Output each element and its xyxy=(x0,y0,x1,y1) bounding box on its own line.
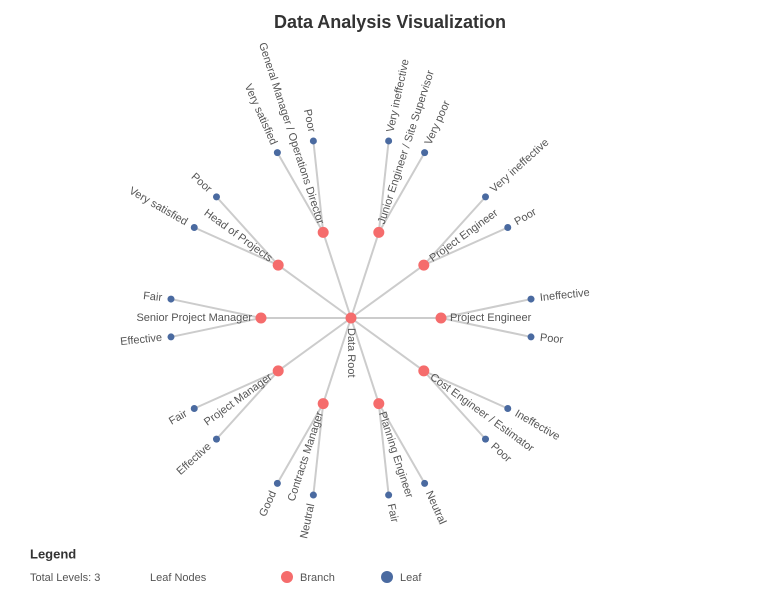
legend-leaf-swatch xyxy=(381,571,393,583)
leaf-label: Poor xyxy=(512,206,538,228)
legend-leaf-nodes: Leaf Nodes xyxy=(150,572,207,584)
leaf-node xyxy=(273,479,281,487)
legend-leaf: Leaf xyxy=(400,572,422,584)
leaf-node xyxy=(190,405,198,412)
leaf-node xyxy=(167,295,175,303)
leaf-label: Very satisfied xyxy=(127,185,190,228)
links xyxy=(170,140,532,496)
link xyxy=(350,264,425,319)
link xyxy=(423,226,509,267)
branch-node xyxy=(317,226,329,238)
leaf-node xyxy=(385,137,393,145)
branch-label: Junior Engineer / Site Supervisor xyxy=(376,69,437,226)
link xyxy=(423,370,487,440)
legend-title: Legend xyxy=(30,546,76,561)
link xyxy=(350,232,380,319)
leaf-node xyxy=(527,333,535,341)
leaf-label: Fair xyxy=(143,290,163,304)
branch-node xyxy=(317,398,329,410)
leaf-label: Fair xyxy=(385,503,401,524)
branch-label: Senior Project Manager xyxy=(136,312,252,324)
link xyxy=(312,140,325,233)
link xyxy=(423,196,487,266)
leaf-node xyxy=(309,137,317,145)
link xyxy=(440,298,532,319)
leaf-node xyxy=(212,435,220,443)
link xyxy=(350,317,380,404)
leaf-node xyxy=(190,224,198,231)
leaf-label: Very ineffective xyxy=(488,137,551,196)
link xyxy=(170,298,262,319)
branch-node xyxy=(435,312,447,324)
leaf-label: Neutral xyxy=(423,489,448,526)
link xyxy=(377,140,390,233)
leaf-node xyxy=(527,295,535,303)
link xyxy=(423,369,509,410)
branch-node xyxy=(373,398,385,410)
leaf-label: Effective xyxy=(175,441,214,478)
leaf-node xyxy=(167,333,175,341)
root-node xyxy=(345,312,357,324)
link xyxy=(276,152,325,233)
leaf-label: Poor xyxy=(301,108,318,134)
leaf-label: Good xyxy=(257,489,279,518)
link xyxy=(215,370,279,440)
root-label: Data Root xyxy=(345,328,357,378)
leaf-node xyxy=(273,149,281,157)
leaf-node xyxy=(212,193,220,201)
branch-node xyxy=(272,365,284,377)
link xyxy=(440,317,532,338)
link xyxy=(350,317,425,372)
link xyxy=(215,196,279,266)
branch-node xyxy=(272,259,284,271)
leaf-label: Fair xyxy=(167,408,190,428)
link xyxy=(377,403,390,496)
leaf-label: Ineffective xyxy=(539,287,590,304)
leaf-node xyxy=(504,224,512,231)
leaf-label: Poor xyxy=(189,171,215,196)
link xyxy=(277,264,352,319)
legend-branch-swatch xyxy=(281,571,293,583)
leaf-label: Effective xyxy=(120,332,163,348)
leaf-node xyxy=(421,479,429,487)
link xyxy=(377,152,426,233)
leaf-node xyxy=(309,491,317,499)
link xyxy=(312,403,325,496)
leaf-node xyxy=(421,149,429,157)
legend-branch: Branch xyxy=(300,572,335,584)
link xyxy=(277,317,352,372)
branch-node xyxy=(418,365,430,377)
link xyxy=(193,226,279,267)
leaf-label: Neutral xyxy=(298,503,317,540)
leaf-node xyxy=(482,435,490,443)
leaf-node xyxy=(385,491,393,499)
branch-label: Project Engineer xyxy=(450,312,532,324)
leaf-label: Very poor xyxy=(423,99,453,147)
leaf-label: Poor xyxy=(488,441,514,466)
leaf-node xyxy=(504,405,512,412)
branch-node xyxy=(373,226,385,238)
leaf-label: Poor xyxy=(539,332,564,346)
link xyxy=(193,369,279,410)
link xyxy=(170,317,262,338)
leaf-node xyxy=(482,193,490,201)
branch-node xyxy=(418,259,430,271)
link xyxy=(322,232,352,319)
link xyxy=(276,403,325,484)
legend-levels: Total Levels: 3 xyxy=(30,572,100,584)
link xyxy=(377,403,426,484)
title: Data Analysis Visualization xyxy=(274,12,506,32)
link xyxy=(322,317,352,404)
branch-node xyxy=(255,312,267,324)
